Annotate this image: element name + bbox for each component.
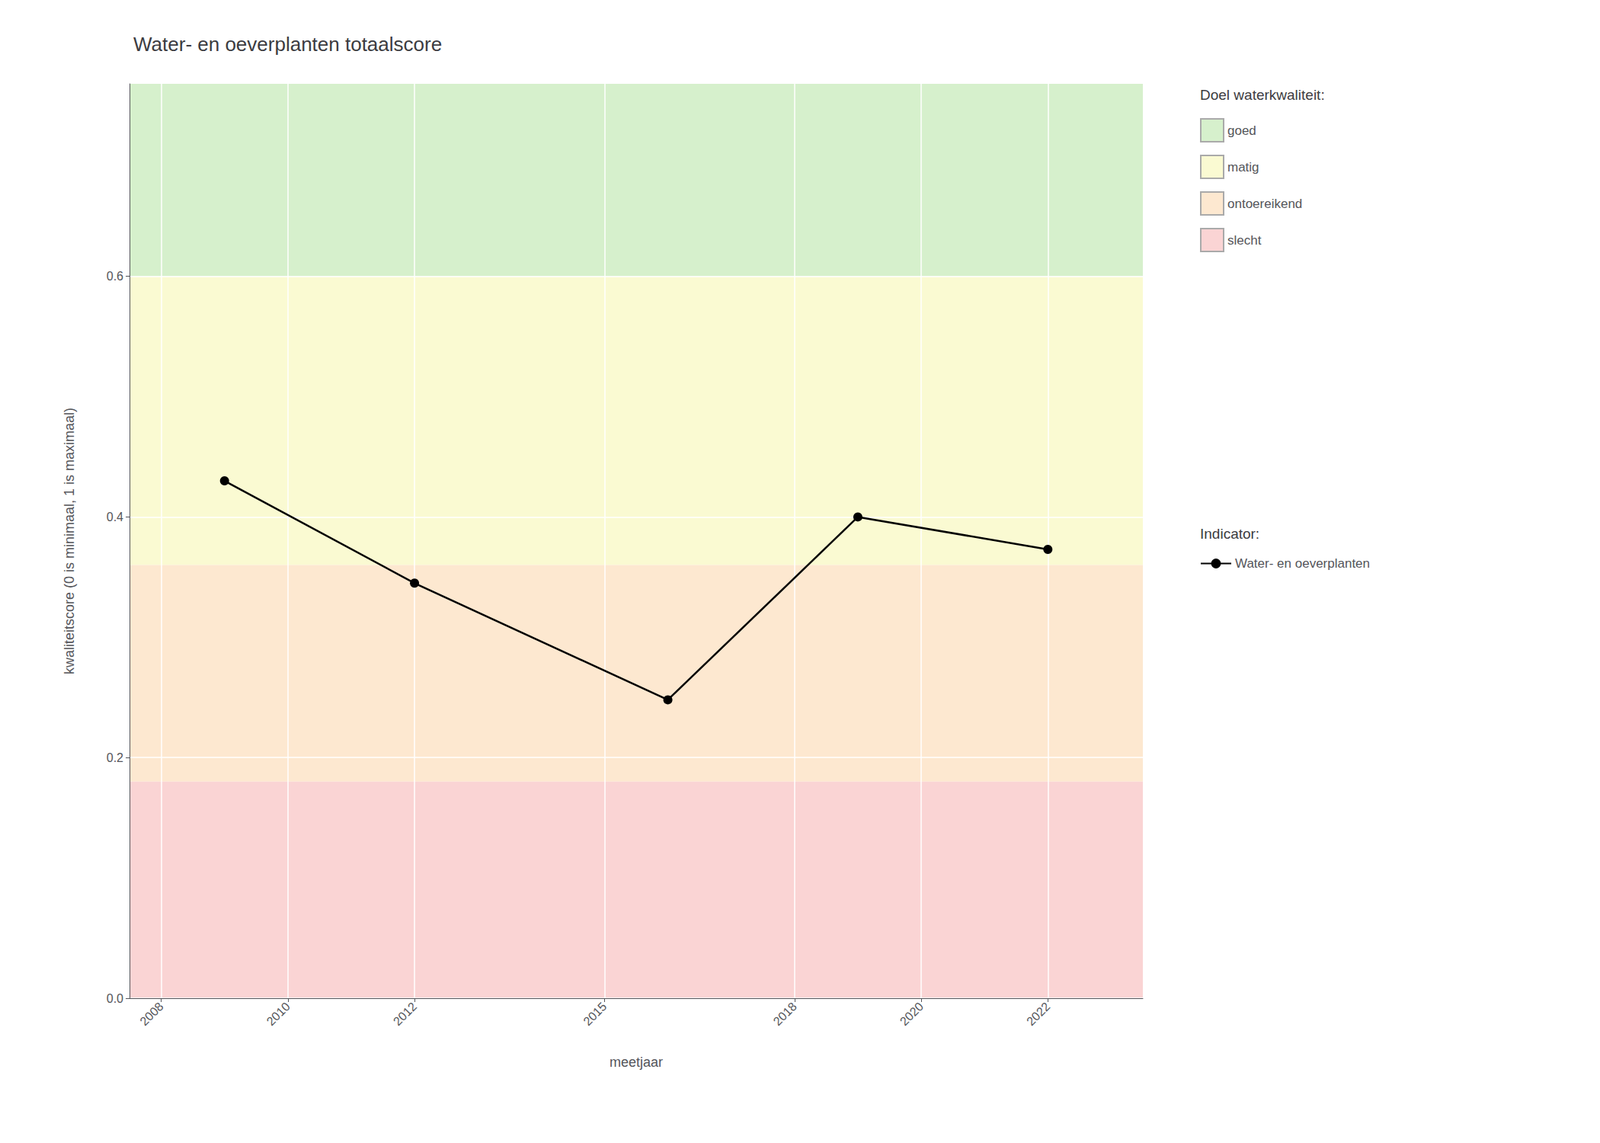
svg-text:Doel waterkwaliteit:: Doel waterkwaliteit:	[1200, 86, 1325, 103]
svg-text:0.4: 0.4	[106, 510, 124, 524]
svg-text:Water- en oeverplanten totaals: Water- en oeverplanten totaalscore	[133, 32, 442, 56]
svg-text:2022: 2022	[1024, 999, 1053, 1028]
svg-text:0.6: 0.6	[106, 269, 124, 283]
svg-text:2015: 2015	[580, 999, 609, 1028]
svg-text:0.2: 0.2	[106, 751, 124, 765]
svg-text:2018: 2018	[771, 999, 800, 1028]
svg-text:kwaliteitscore (0 is minimaal,: kwaliteitscore (0 is minimaal, 1 is maxi…	[61, 407, 77, 675]
svg-text:0.0: 0.0	[106, 992, 124, 1005]
svg-text:meetjaar: meetjaar	[609, 1054, 663, 1070]
svg-text:ontoereikend: ontoereikend	[1227, 196, 1303, 212]
svg-text:2008: 2008	[137, 999, 166, 1028]
svg-text:2010: 2010	[264, 999, 293, 1028]
svg-text:2020: 2020	[897, 999, 926, 1028]
svg-text:2012: 2012	[390, 999, 420, 1028]
svg-text:Water- en oeverplanten: Water- en oeverplanten	[1235, 556, 1370, 571]
svg-text:Indicator:: Indicator:	[1200, 525, 1260, 542]
svg-text:matig: matig	[1227, 160, 1260, 175]
svg-text:slecht: slecht	[1227, 233, 1262, 248]
svg-text:goed: goed	[1227, 123, 1257, 138]
